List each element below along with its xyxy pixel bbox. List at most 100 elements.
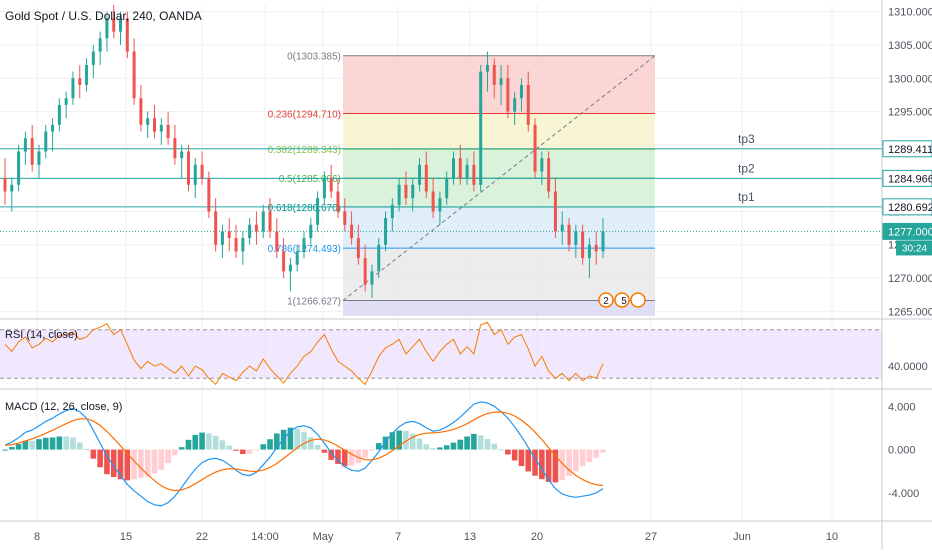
candle [519, 78, 523, 112]
time-tick-label: 20 [531, 531, 543, 543]
macd-histogram-bar [240, 449, 246, 454]
candle [241, 231, 245, 265]
candle-body [186, 151, 190, 185]
candle-body [288, 264, 292, 272]
candle [452, 151, 455, 185]
candle-body [458, 158, 462, 179]
macd-histogram-bar [219, 440, 226, 450]
candle-body [125, 18, 129, 52]
candle [445, 171, 449, 205]
candle [581, 224, 585, 265]
rsi-pane[interactable]: RSI (14, close) 40.0000 [0, 321, 928, 386]
time-tick-label: 13 [464, 531, 476, 543]
macd-histogram-bar [8, 446, 15, 450]
candle-body [268, 211, 272, 232]
candle-body [547, 158, 551, 192]
macd-histogram-bar [477, 435, 484, 450]
candle-body [567, 224, 571, 245]
macd-histogram-bar [110, 449, 117, 478]
candle-body [479, 71, 483, 185]
macd-histogram-bar [457, 439, 464, 450]
candle [275, 218, 279, 259]
macd-histogram-bar [314, 444, 321, 450]
candle-body [153, 118, 156, 132]
candle-body [10, 184, 14, 192]
price-tick-label: 1295.000 [888, 107, 932, 119]
candle [261, 204, 265, 239]
candle-body [17, 151, 21, 185]
candle [513, 91, 517, 125]
candle [472, 151, 476, 192]
macd-histogram-bar [36, 439, 42, 450]
macd-histogram-bar [409, 433, 416, 450]
candle-body [254, 224, 258, 232]
time-tick-label: 10 [826, 531, 838, 543]
candle [465, 158, 469, 185]
event-badge-icon [614, 292, 630, 308]
macd-histogram-bar [341, 449, 348, 467]
candle [424, 151, 428, 199]
macd-histogram-bar [83, 449, 90, 451]
candle-body [418, 164, 422, 185]
time-tick-label: 27 [645, 531, 657, 543]
time-tick-label: Jun [733, 531, 751, 543]
price-tag [882, 198, 932, 216]
macd-histogram-bar [165, 449, 171, 464]
candle-body [397, 184, 401, 205]
candle-body [200, 164, 204, 179]
candle [336, 178, 340, 219]
event-badge-count: 2 [603, 296, 609, 307]
candle-body [492, 64, 496, 85]
macd-tick-label: -4.000 [888, 488, 919, 500]
fib-zone [343, 178, 655, 207]
macd-histogram-bar [253, 449, 260, 451]
candle [363, 244, 367, 292]
candle-body [356, 238, 360, 259]
macd-histogram-bar [573, 449, 579, 472]
macd-label: MACD (12, 26, close, 9) [5, 401, 122, 413]
candle-body [384, 218, 388, 245]
price-tick-label: 1270.000 [888, 273, 932, 285]
symbol-title[interactable]: Gold Spot / U.S. Dollar, 240, OANDA [5, 9, 202, 23]
fib-zone [343, 113, 655, 150]
candle [350, 211, 354, 245]
candle-body [295, 251, 299, 265]
macd-histogram-bar [375, 443, 382, 450]
candle [51, 118, 55, 152]
candle [220, 224, 224, 259]
candle-body [390, 204, 394, 219]
candle [254, 211, 258, 245]
macd-histogram-bar [484, 439, 491, 450]
macd-histogram-bar [131, 449, 137, 480]
candle-body [207, 178, 211, 212]
candle [146, 111, 150, 139]
candle-body [350, 224, 354, 239]
fib-level-label: 0.618(1280.670) [268, 203, 341, 214]
macd-pane[interactable]: MACD (12, 26, close, 9) 4.000 0.000 -4.000 [2, 401, 919, 507]
macd-histogram-bar [348, 449, 355, 466]
candle-body [404, 184, 408, 199]
macd-histogram-bar [22, 440, 29, 450]
macd-histogram-bar [287, 427, 294, 450]
candle-body [44, 131, 48, 152]
candle [309, 218, 313, 245]
candle [322, 171, 326, 205]
candle [316, 191, 320, 232]
macd-histogram-bar [70, 437, 76, 450]
candle-body [98, 38, 102, 52]
price-tag-label: 1284.966 [888, 173, 932, 185]
macd-histogram-bar [233, 449, 239, 451]
price-tick-label: 1265.000 [888, 306, 932, 318]
candle [105, 11, 109, 52]
candle [397, 178, 401, 212]
price-tag [882, 169, 932, 187]
macd-histogram-bar [56, 436, 63, 450]
macd-histogram-bar [430, 447, 436, 450]
candle-body [316, 198, 320, 225]
countdown-tag [896, 240, 932, 256]
time-tick-label: May [313, 531, 334, 543]
macd-histogram-bar [505, 449, 511, 455]
candle [567, 218, 571, 252]
